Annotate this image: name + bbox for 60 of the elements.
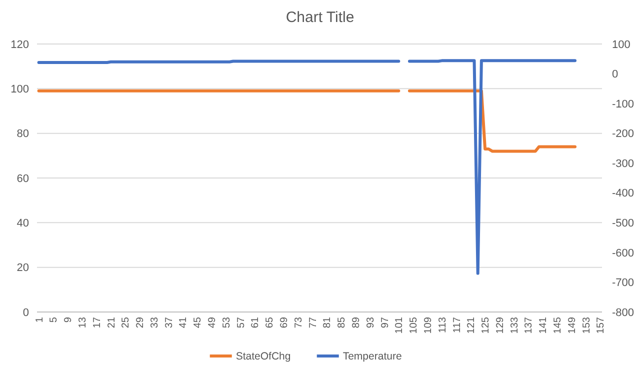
x-tick-label: 109 xyxy=(422,316,434,334)
x-tick-label: 53 xyxy=(221,316,232,328)
y2-tick-label: -200 xyxy=(612,128,634,140)
y2-tick-label: -500 xyxy=(612,218,634,230)
y-tick-label: 40 xyxy=(16,218,29,230)
y2-tick-label: -100 xyxy=(612,98,634,110)
x-tick-label: 101 xyxy=(394,316,406,334)
x-tick-label: 153 xyxy=(581,316,592,334)
x-tick-label: 97 xyxy=(380,316,391,328)
legend-label: Temperature xyxy=(342,350,402,363)
x-tick-label: 77 xyxy=(308,316,319,328)
x-tick-label: 25 xyxy=(120,316,132,328)
x-tick-label: 133 xyxy=(509,316,520,334)
legend-label: StateOfChg xyxy=(236,350,291,363)
x-tick-label: 93 xyxy=(365,316,376,328)
x-tick-label: 149 xyxy=(566,316,578,334)
y2-tick-label: -600 xyxy=(612,247,634,260)
x-tick-label: 17 xyxy=(92,316,103,328)
y-tick-label: 100 xyxy=(10,84,29,96)
x-tick-label: 61 xyxy=(250,316,262,328)
x-tick-label: 113 xyxy=(437,316,448,333)
x-tick-label: 137 xyxy=(524,316,535,334)
y-tick-label: 20 xyxy=(16,262,29,274)
x-tick-label: 69 xyxy=(279,316,290,328)
x-tick-label: 45 xyxy=(192,316,204,328)
x-tick-label: 81 xyxy=(322,316,334,328)
x-tick-label: 49 xyxy=(207,316,218,328)
chart-title: Chart Title xyxy=(286,9,354,26)
y-tick-label: 60 xyxy=(16,172,29,185)
x-tick-label: 57 xyxy=(236,316,247,328)
x-tick-label: 129 xyxy=(494,316,506,334)
y-tick-label: 0 xyxy=(22,306,29,319)
x-tick-label: 65 xyxy=(264,316,276,328)
x-tick-label: 85 xyxy=(336,316,348,328)
y2-tick-label: -400 xyxy=(612,188,634,200)
x-tick-label: 105 xyxy=(408,316,420,334)
x-tick-label: 145 xyxy=(552,316,564,334)
x-tick-label: 1 xyxy=(34,316,46,323)
x-tick-label: 5 xyxy=(48,316,60,323)
x-tick-label: 117 xyxy=(452,316,463,333)
x-tick-label: 121 xyxy=(466,316,478,334)
x-tick-label: 9 xyxy=(63,316,74,323)
x-tick-label: 125 xyxy=(480,316,492,334)
x-tick-label: 29 xyxy=(135,316,146,328)
x-tick-label: 21 xyxy=(106,316,118,328)
y2-tick-label: 0 xyxy=(612,68,618,81)
x-tick-label: 37 xyxy=(164,316,175,328)
x-tick-label: 33 xyxy=(149,316,160,328)
x-tick-label: 13 xyxy=(77,316,88,328)
y2-tick-label: -700 xyxy=(612,277,634,290)
y-tick-label: 120 xyxy=(10,38,29,51)
x-tick-label: 141 xyxy=(538,316,550,334)
y2-tick-label: 100 xyxy=(612,38,630,51)
x-tick-label: 73 xyxy=(293,316,304,328)
x-tick-label: 157 xyxy=(596,316,607,334)
y-tick-label: 80 xyxy=(16,128,29,140)
y2-tick-label: -300 xyxy=(612,158,634,170)
x-tick-label: 89 xyxy=(350,316,362,328)
x-tick-label: 41 xyxy=(178,316,190,328)
y2-tick-label: -800 xyxy=(612,306,634,319)
